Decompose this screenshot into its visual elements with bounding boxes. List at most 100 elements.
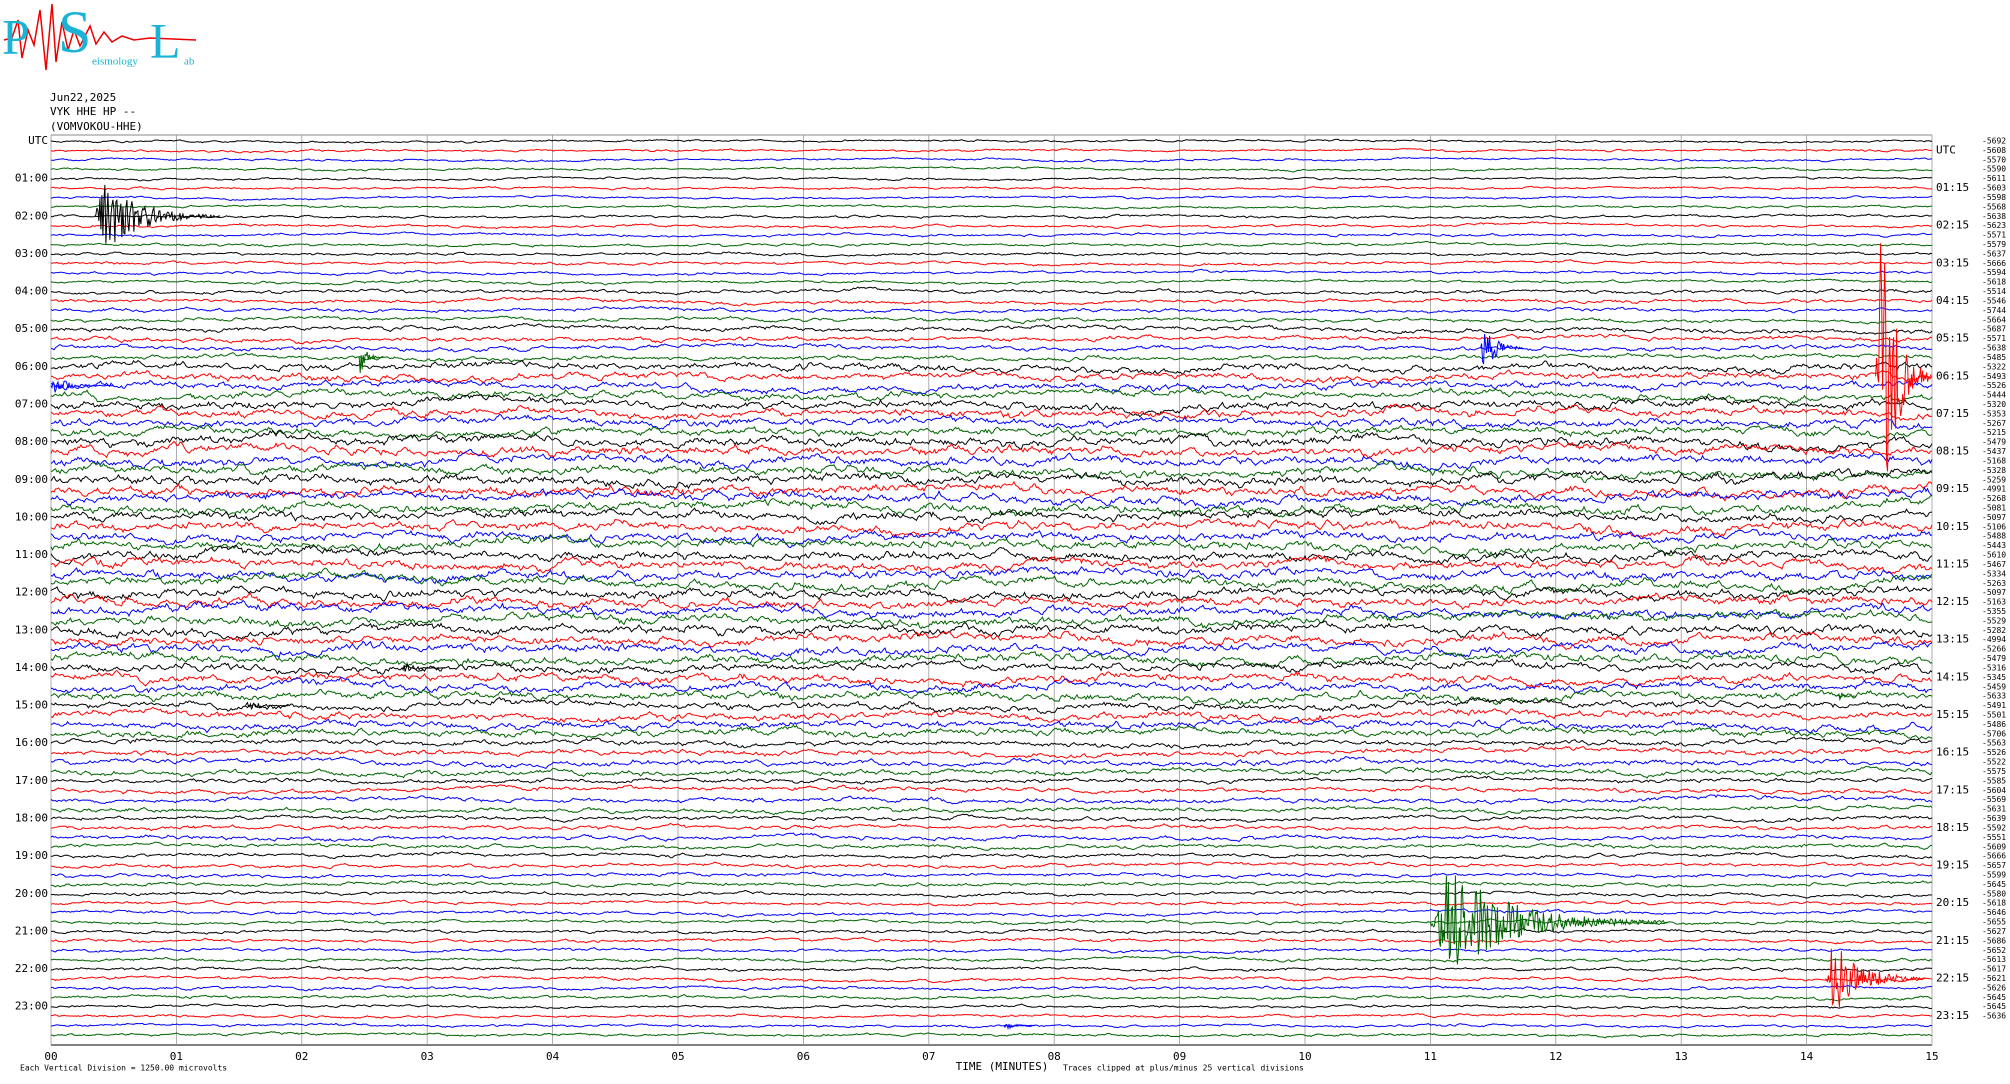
x-tick-label: 05 [671, 1050, 684, 1063]
right-hour-label: 23:15 [1936, 1009, 1969, 1022]
trace-offset: -5501 [1982, 711, 2006, 720]
trace [50, 1012, 1933, 1019]
trace [50, 440, 1933, 459]
right-hour-label: 12:15 [1936, 595, 1969, 608]
trace-offset: -5623 [1982, 221, 2006, 230]
left-hour-label: 18:00 [15, 812, 48, 825]
left-hour-label: 06:00 [15, 360, 48, 373]
trace [50, 204, 1933, 210]
trace [50, 414, 1933, 430]
trace [50, 386, 1933, 405]
left-hour-label: 21:00 [15, 924, 48, 937]
x-axis-title: TIME (MINUTES) [956, 1060, 1049, 1073]
trace [50, 352, 1933, 363]
trace [51, 716, 1933, 734]
trace [50, 1031, 1933, 1039]
trace [50, 369, 1933, 384]
event [1003, 1023, 1036, 1031]
x-tick-label: 08 [1048, 1050, 1061, 1063]
trace-offset: -5687 [1982, 325, 2006, 334]
trace-offset: -5618 [1982, 278, 2006, 287]
left-hour-label: 17:00 [15, 774, 48, 787]
trace [50, 765, 1933, 779]
trace-offset: -5097 [1982, 588, 2006, 597]
trace-offset: -5627 [1982, 927, 2006, 936]
trace [50, 889, 1933, 899]
header-station: (VOMVOKOU-HHE) [50, 120, 143, 133]
trace [50, 688, 1933, 706]
trace [50, 936, 1933, 945]
trace-offset: -5097 [1982, 513, 2006, 522]
trace [51, 745, 1933, 759]
trace-offset: -5621 [1982, 974, 2006, 983]
event [358, 351, 384, 373]
right-hour-label: 18:15 [1936, 821, 1969, 834]
trace [50, 599, 1933, 621]
trace [50, 231, 1933, 239]
trace-offset: -5282 [1982, 626, 2006, 635]
trace-offset: -5613 [1982, 955, 2006, 964]
trace-offset: -5638 [1982, 212, 2006, 221]
trace-offset: -5163 [1982, 598, 2006, 607]
trace [50, 899, 1933, 907]
trace [50, 975, 1933, 984]
trace-offset: -5666 [1982, 259, 2006, 268]
trace [50, 756, 1933, 769]
trace [50, 841, 1933, 851]
trace-offset: -5645 [1982, 880, 2006, 889]
trace [50, 394, 1933, 418]
trace [50, 784, 1933, 795]
trace [50, 706, 1933, 724]
left-hour-label: 23:00 [15, 1000, 48, 1013]
trace-offset: -5604 [1982, 786, 2006, 795]
trace [50, 567, 1933, 596]
event [1837, 692, 1856, 702]
trace-offset: -5488 [1982, 532, 2006, 541]
logo-letter: S [58, 0, 91, 65]
trace [50, 1022, 1933, 1029]
trace [50, 871, 1933, 880]
trace [50, 467, 1933, 490]
trace [50, 480, 1933, 502]
logo-letter: P [2, 8, 30, 64]
trace [50, 533, 1933, 559]
trace-offset: -5636 [1982, 1012, 2006, 1021]
right-hour-label: 06:15 [1936, 369, 1969, 382]
x-tick-label: 01 [170, 1050, 183, 1063]
header-channel: VYK HHE HP -- [50, 105, 136, 118]
trace-offset: -5551 [1982, 833, 2006, 842]
left-hour-label: 01:00 [15, 172, 48, 185]
trace-offset: -4994 [1982, 635, 2006, 644]
logo-word: eismology [92, 56, 138, 68]
x-tick-label: 07 [922, 1050, 935, 1063]
x-tick-label: 00 [44, 1050, 57, 1063]
trace [50, 861, 1933, 870]
trace [50, 984, 1933, 992]
clip-note: Traces clipped at plus/minus 25 vertical… [1063, 1064, 1304, 1073]
x-tick-label: 10 [1298, 1050, 1311, 1063]
trace-offset: -5645 [1982, 1002, 2006, 1011]
trace [50, 156, 1933, 163]
trace-offset: -5569 [1982, 795, 2006, 804]
trace [50, 342, 1933, 353]
trace-offset: -5316 [1982, 663, 2006, 672]
trace [50, 947, 1933, 955]
trace-offset: -5744 [1982, 306, 2006, 315]
left-hour-label: 09:00 [15, 473, 48, 486]
trace-offset: -5443 [1982, 541, 2006, 550]
trace [50, 333, 1933, 345]
right-hour-label: 14:15 [1936, 670, 1969, 683]
trace-offset: -5611 [1982, 174, 2006, 183]
event [244, 701, 289, 711]
trace-offset: -5563 [1982, 739, 2006, 748]
trace-offset: -5437 [1982, 447, 2006, 456]
trace [50, 918, 1933, 926]
trace-offset: -5645 [1982, 993, 2006, 1002]
trace [50, 486, 1933, 510]
trace [50, 403, 1933, 421]
trace [50, 822, 1933, 832]
trace [50, 1003, 1933, 1010]
left-hour-label: 07:00 [15, 397, 48, 410]
header-date: Jun22,2025 [50, 91, 116, 104]
